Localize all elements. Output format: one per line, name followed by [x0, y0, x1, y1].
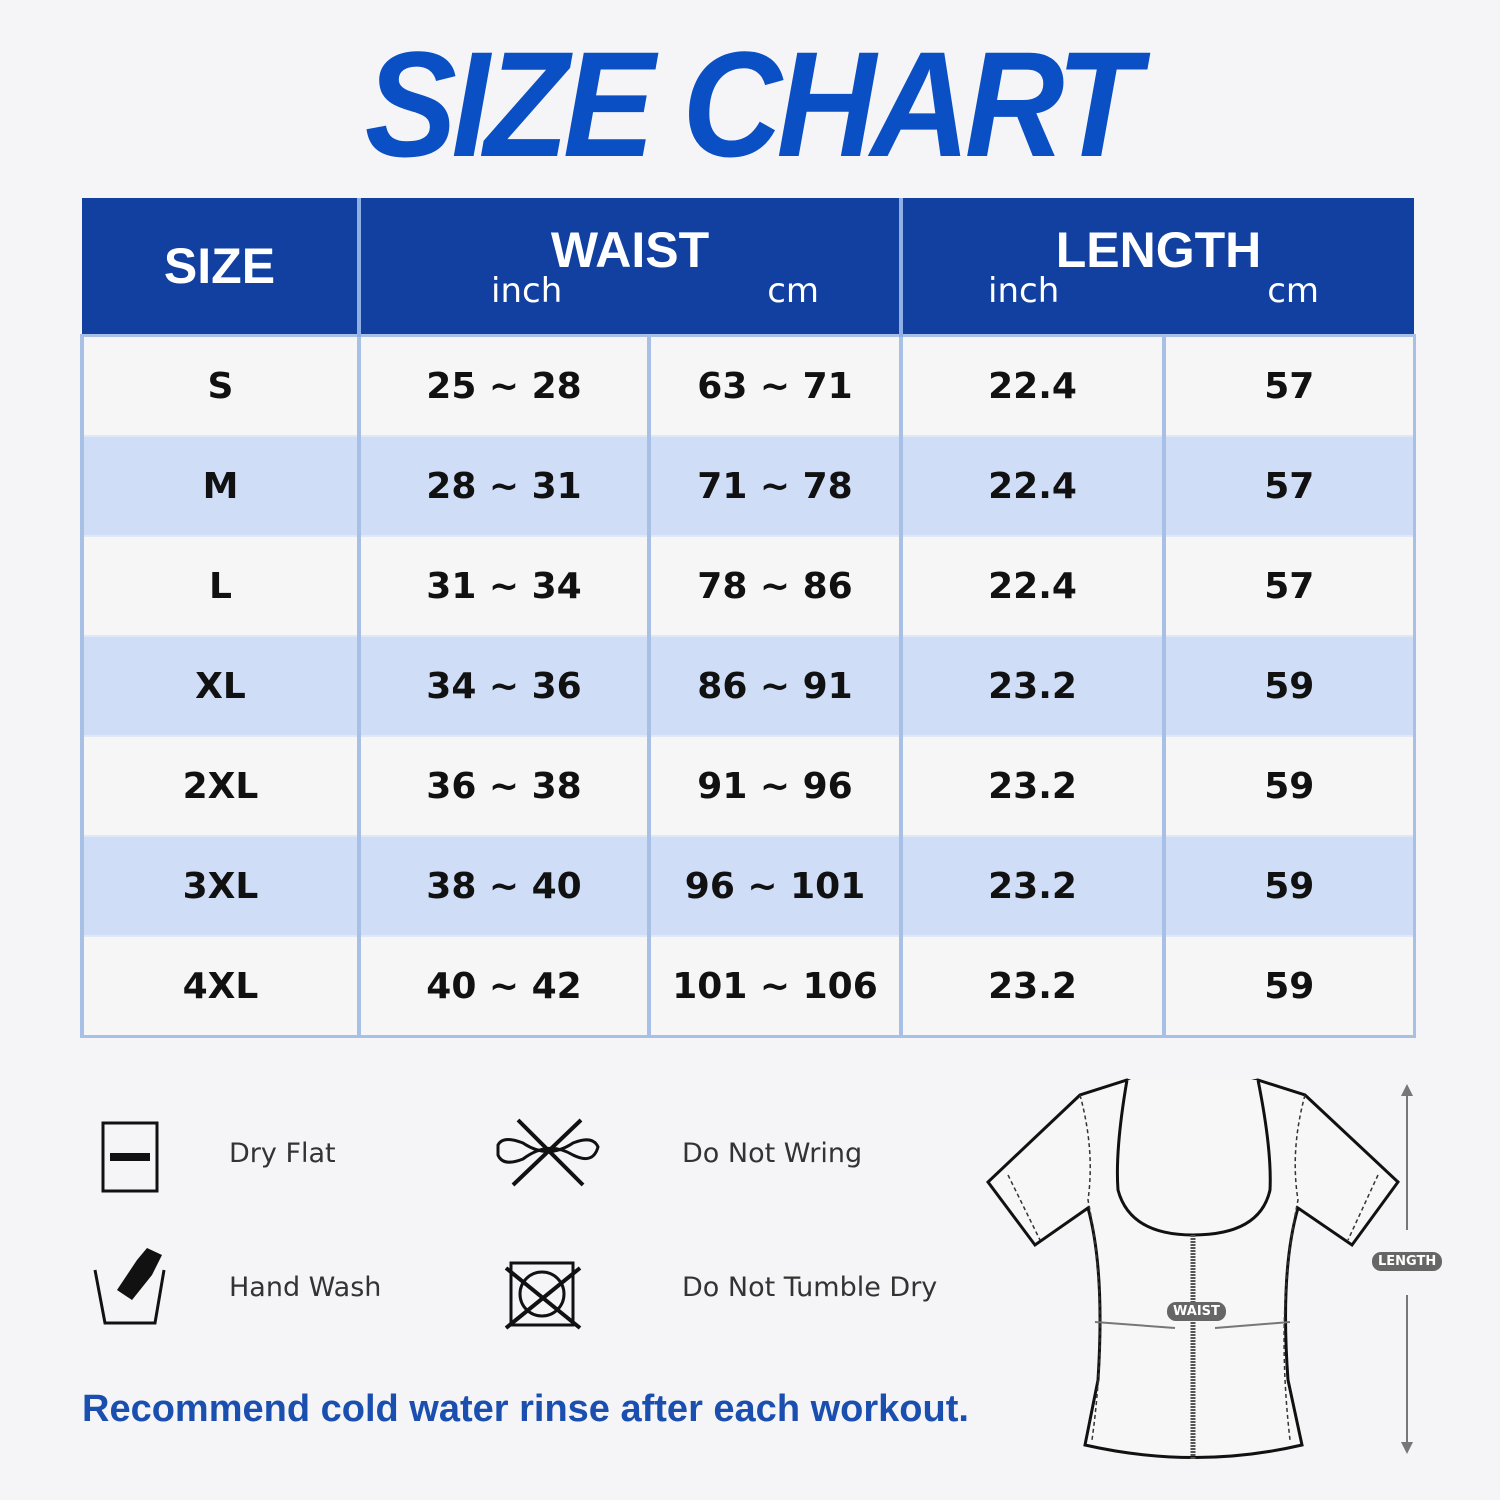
- table-row: M 28 ~ 31 71 ~ 78 22.4 57: [80, 435, 1415, 536]
- dry-flat-icon: [101, 1121, 159, 1193]
- table-row: 3XL 38 ~ 40 96 ~ 101 23.2 59: [80, 835, 1415, 936]
- cell-waist-cm: 86 ~ 91: [646, 635, 902, 736]
- cell-length-inch: 23.2: [899, 935, 1165, 1037]
- shirt-diagram: [985, 1078, 1413, 1460]
- table-row: L 31 ~ 34 78 ~ 86 22.4 57: [80, 535, 1415, 636]
- cell-waist-inch: 25 ~ 28: [357, 334, 649, 436]
- cell-waist-cm: 71 ~ 78: [646, 435, 902, 536]
- table-row: XL 34 ~ 36 86 ~ 91 23.2 59: [80, 635, 1415, 736]
- waist-label: WAIST: [1167, 1302, 1226, 1321]
- header-length: LENGTH inch cm: [899, 198, 1415, 336]
- cell-length-cm: 59: [1162, 935, 1415, 1037]
- cell-size: S: [80, 334, 359, 436]
- care-label: Do Not Wring: [682, 1138, 863, 1169]
- cell-length-inch: 23.2: [899, 835, 1165, 936]
- do-not-wring-icon: [496, 1118, 600, 1187]
- cell-waist-inch: 38 ~ 40: [357, 835, 649, 936]
- table-row: 2XL 36 ~ 38 91 ~ 96 23.2 59: [80, 735, 1415, 836]
- cell-length-inch: 23.2: [899, 635, 1165, 736]
- hand-wash-icon: [93, 1248, 166, 1325]
- cell-waist-cm: 63 ~ 71: [646, 334, 902, 436]
- cell-length-inch: 22.4: [899, 535, 1165, 636]
- table-row: S 25 ~ 28 63 ~ 71 22.4 57: [80, 334, 1415, 436]
- cell-waist-inch: 34 ~ 36: [357, 635, 649, 736]
- care-note: Recommend cold water rinse after each wo…: [82, 1388, 969, 1430]
- cell-size: XL: [80, 635, 359, 736]
- cell-size: 2XL: [80, 735, 359, 836]
- cell-waist-inch: 31 ~ 34: [357, 535, 649, 636]
- cell-length-cm: 57: [1162, 334, 1415, 436]
- page-title: SIZE CHART: [364, 20, 1141, 188]
- cell-size: 4XL: [80, 935, 359, 1037]
- cell-length-cm: 59: [1162, 635, 1415, 736]
- care-label: Hand Wash: [229, 1272, 382, 1303]
- cell-waist-inch: 28 ~ 31: [357, 435, 649, 536]
- care-label: Do Not Tumble Dry: [682, 1272, 938, 1303]
- cell-waist-cm: 101 ~ 106: [646, 935, 902, 1037]
- care-label: Dry Flat: [229, 1138, 336, 1169]
- cell-waist-cm: 91 ~ 96: [646, 735, 902, 836]
- cell-waist-cm: 96 ~ 101: [646, 835, 902, 936]
- cell-waist-cm: 78 ~ 86: [646, 535, 902, 636]
- cell-waist-inch: 36 ~ 38: [357, 735, 649, 836]
- size-table: SIZE WAIST inch cm LENGTH inch cm S 25 ~ 28…: [80, 198, 1416, 1038]
- cell-size: M: [80, 435, 359, 536]
- header-size: SIZE: [82, 198, 359, 336]
- cell-length-cm: 57: [1162, 435, 1415, 536]
- cell-waist-inch: 40 ~ 42: [357, 935, 649, 1037]
- cell-length-inch: 22.4: [899, 435, 1165, 536]
- header-waist: WAIST inch cm: [356, 198, 902, 336]
- do-not-tumble-dry-icon: [504, 1261, 582, 1330]
- table-row: 4XL 40 ~ 42 101 ~ 106 23.2 59: [80, 935, 1415, 1037]
- cell-length-cm: 57: [1162, 535, 1415, 636]
- cell-size: 3XL: [80, 835, 359, 936]
- cell-length-cm: 59: [1162, 835, 1415, 936]
- cell-length-inch: 23.2: [899, 735, 1165, 836]
- cell-length-inch: 22.4: [899, 334, 1165, 436]
- cell-size: L: [80, 535, 359, 636]
- cell-length-cm: 59: [1162, 735, 1415, 836]
- length-label: LENGTH: [1372, 1252, 1443, 1271]
